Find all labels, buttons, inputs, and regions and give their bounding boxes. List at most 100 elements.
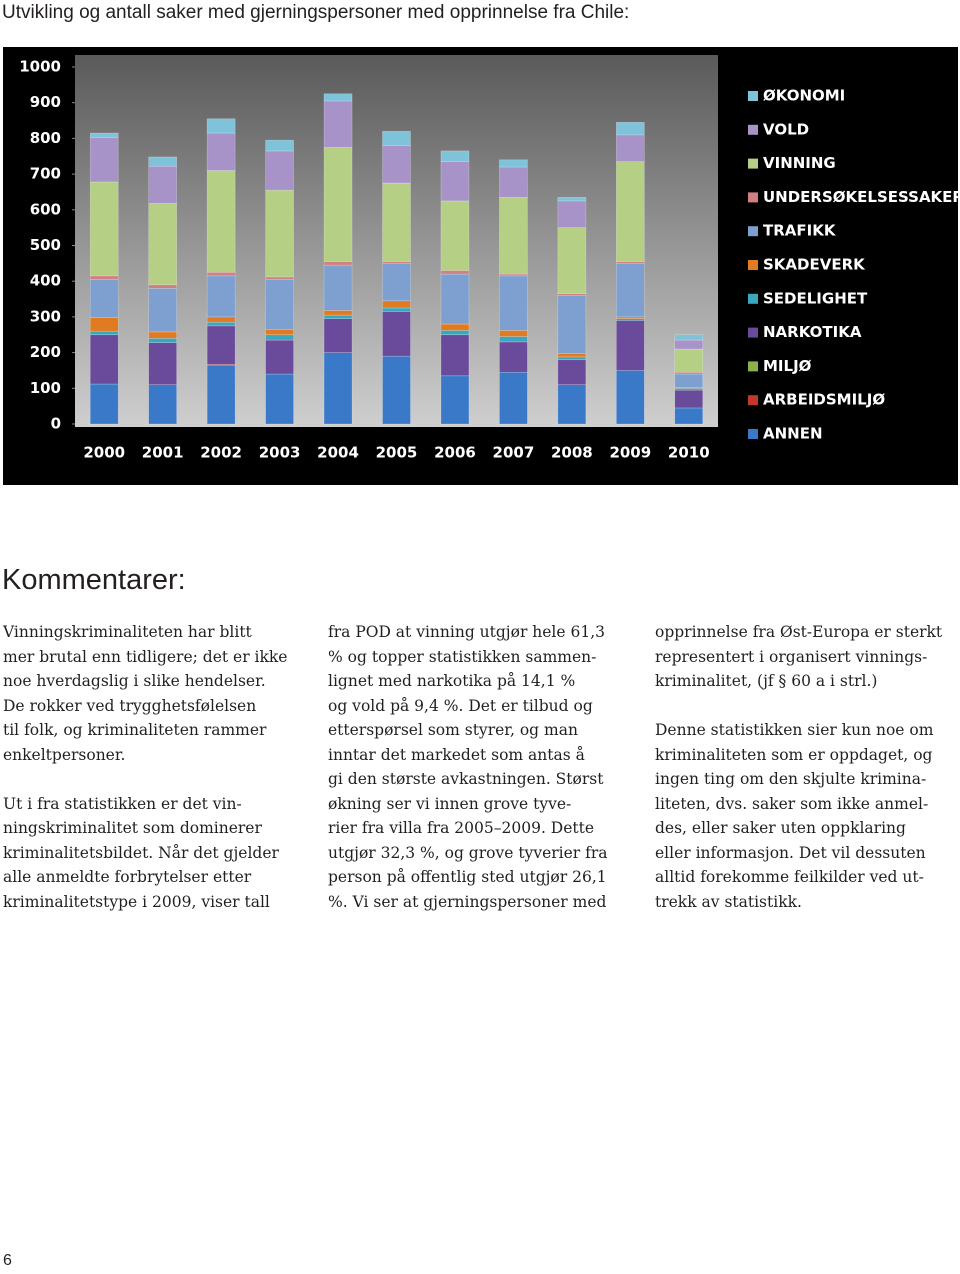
legend-swatch <box>748 327 758 338</box>
bar-segment <box>674 407 704 425</box>
text-line: alltid forekomme feilkilder ved ut- <box>655 868 924 886</box>
legend-label: SKADEVERK <box>763 256 866 274</box>
legend-label: UNDERSØKELSESSAKER <box>763 188 958 206</box>
text-line: fra POD at vinning utgjør hele 61,3 <box>328 623 606 641</box>
bar-segment <box>206 364 236 425</box>
bar-segment <box>499 330 528 337</box>
bar-segment <box>382 130 411 146</box>
bar-segment <box>323 100 353 148</box>
bar-segment <box>499 336 528 343</box>
legend-label: TRAFIKK <box>763 222 837 240</box>
legend-swatch <box>748 226 758 237</box>
bar-segment <box>557 356 587 361</box>
text-line: opprinnelse fra Øst-Europa er sterkt <box>655 623 943 641</box>
bar-segment <box>206 321 236 327</box>
bar-segment <box>440 334 470 377</box>
bar-segment <box>89 279 119 318</box>
legend-swatch <box>748 192 758 203</box>
bar-segment <box>557 227 587 294</box>
text-line: kriminalitetstype i 2009, viser tall <box>3 892 270 911</box>
bar-segment <box>148 331 177 339</box>
bar-segment <box>499 197 528 275</box>
text-line: økning ser vi innen grove tyve- <box>328 794 572 813</box>
bar-segment <box>89 132 119 138</box>
x-tick-label: 2000 <box>83 444 125 462</box>
bar-segment <box>206 132 236 171</box>
bar-segment <box>89 137 119 183</box>
bar-segment <box>382 300 411 309</box>
legend-label: ANNEN <box>763 425 823 443</box>
bar-segment <box>323 318 353 353</box>
x-tick-label: 2007 <box>493 444 535 462</box>
x-tick-label: 2009 <box>609 444 651 462</box>
text-line: inntar det markedet som antas å <box>328 745 585 764</box>
y-tick-label: 800 <box>30 129 61 147</box>
text-line: person på offentlig sted utgjør 26,1 <box>328 868 607 886</box>
bar-segment <box>382 307 411 312</box>
legend-label: NARKOTIKA <box>763 323 862 341</box>
text-line: De rokker ved trygghetsfølelsen <box>3 696 257 715</box>
bar-segment <box>557 197 587 202</box>
bar-segment <box>148 165 177 204</box>
text-line: ingen ting om den skjulte krimina- <box>655 770 927 788</box>
bar-segment <box>265 279 294 330</box>
legend-swatch <box>748 429 758 439</box>
bar-segment <box>206 325 236 365</box>
legend-swatch <box>748 293 758 304</box>
bar-segment <box>265 329 294 336</box>
text-line: lignet med narkotika på 14,1 % <box>328 672 576 690</box>
text-line: liteten, dvs. saker som ikke anmel- <box>655 794 929 813</box>
bar-segment <box>557 353 587 358</box>
text-line: alle anmeldte forbrytelser etter <box>3 868 252 886</box>
bar-segment <box>89 334 119 385</box>
bar-segment <box>440 150 470 162</box>
bar-segment <box>148 288 177 333</box>
bar-segment <box>499 371 528 425</box>
bar-segment <box>148 338 177 343</box>
paragraph: Ut i fra statistikken er det vin-ningskr… <box>3 792 313 915</box>
bar-segment <box>323 261 353 266</box>
bar-segment <box>89 275 119 280</box>
text-line: utgjør 32,3 %, og grove tyverier fra <box>328 843 608 862</box>
bar-segment <box>265 150 294 191</box>
legend-swatch <box>748 124 758 135</box>
text-line: kriminalitetsbildet. Når det gjelder <box>3 843 279 862</box>
x-tick-label: 2002 <box>200 444 242 462</box>
bar-segment <box>557 359 587 386</box>
bar-segment <box>382 182 411 262</box>
legend-swatch <box>748 158 758 169</box>
legend-swatch <box>748 395 758 406</box>
x-tick-label: 2005 <box>376 444 418 462</box>
y-tick-label: 1000 <box>19 58 61 76</box>
bar-segment <box>557 200 587 228</box>
bar-segment <box>557 295 587 354</box>
bar-segment <box>557 384 587 425</box>
text-line: trekk av statistikk. <box>655 892 802 911</box>
bar-segment <box>148 284 177 289</box>
text-line: mer brutal enn tidligere; det er ikke <box>3 647 288 666</box>
text-column: fra POD at vinning utgjør hele 61,3 % og … <box>328 620 638 939</box>
bar-segment <box>440 200 470 271</box>
bar-segment <box>323 147 353 262</box>
bar-segment <box>206 271 236 277</box>
text-line: %. Vi ser at gjerningspersoner med <box>328 892 607 911</box>
text-line: kriminalitet, (jf § 60 a i strl.) <box>655 672 878 690</box>
bar-segment <box>557 293 587 296</box>
x-tick-label: 2008 <box>551 444 593 462</box>
bar-segment <box>440 161 470 202</box>
paragraph: fra POD at vinning utgjør hele 61,3 % og … <box>328 620 638 914</box>
bar-segment <box>323 310 353 316</box>
text-line: til folk, og kriminaliteten rammer <box>3 721 267 739</box>
legend-label: ØKONOMI <box>763 87 845 105</box>
bar-segment <box>616 370 645 425</box>
legend-label: VOLD <box>763 120 809 138</box>
legend-label: MILJØ <box>763 357 812 375</box>
bar-segment <box>265 339 294 375</box>
y-tick-label: 100 <box>30 379 61 397</box>
text-line: ningskriminalitet som dominerer <box>3 819 262 837</box>
chart: 0 100 200 300 400 500 600 700 800 900 1000 2000 2001… <box>3 47 958 485</box>
comments-title: Kommentarer: <box>2 564 186 596</box>
bar-segment <box>499 275 528 331</box>
text-line: rier fra villa fra 2005–2009. Dette <box>328 819 595 837</box>
